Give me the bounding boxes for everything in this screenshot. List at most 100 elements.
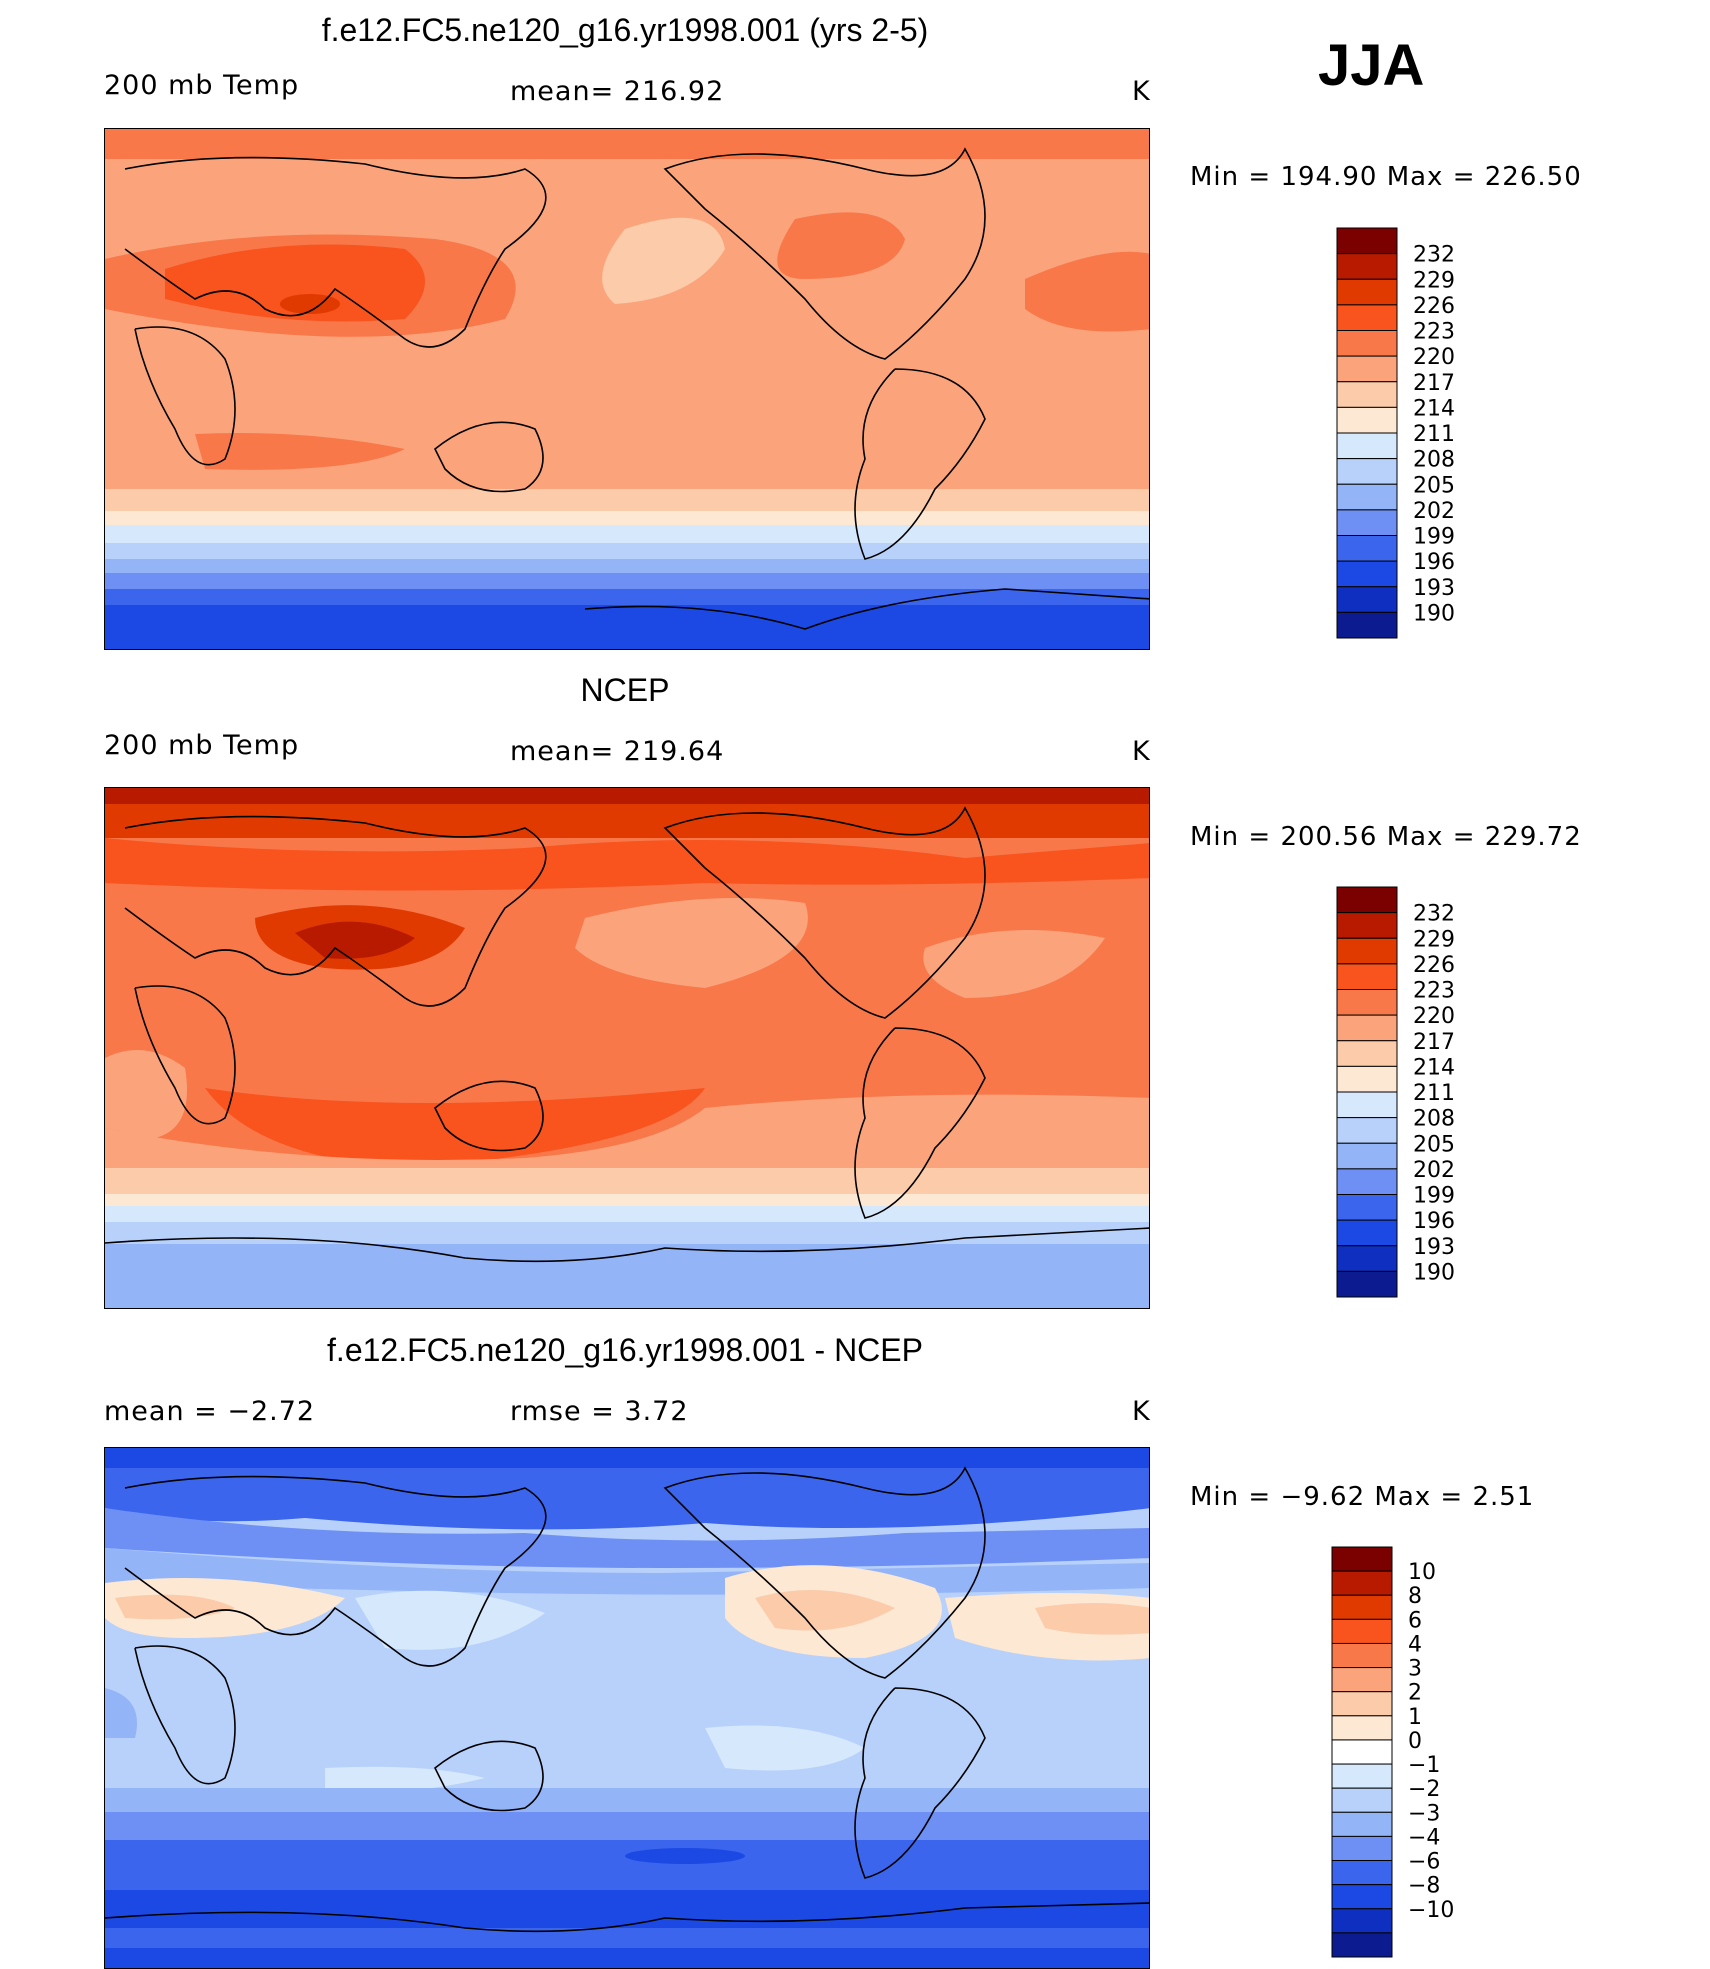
colorbar-swatch (1336, 535, 1398, 562)
colorbar-tick-label: 196 (1413, 1209, 1455, 1234)
colorbar-swatch (1336, 381, 1398, 408)
season-label: JJA (1318, 33, 1425, 98)
colorbar-swatch (1336, 483, 1398, 511)
panel-2-units-label: K (1132, 736, 1151, 767)
colorbar-tick-label: −6 (1408, 1850, 1440, 1875)
colorbar-swatch (1331, 1860, 1393, 1886)
panel-3-units-label: K (1132, 1396, 1151, 1427)
colorbar-tick-label: 4 (1408, 1632, 1422, 1657)
colorbar-swatch (1331, 1787, 1393, 1813)
panel-1-min-max: Min = 194.90 Max = 226.50 (1190, 162, 1582, 192)
colorbar-swatch (1331, 1811, 1393, 1837)
colorbar-swatch (1331, 1618, 1393, 1644)
colorbar-tick-label: 8 (1408, 1584, 1422, 1609)
colorbar-tick-label: 193 (1413, 1235, 1455, 1260)
colorbar-tick-label: 214 (1413, 1055, 1455, 1080)
colorbar-tick-label: 202 (1413, 499, 1455, 524)
colorbar-tick-label: 229 (1413, 927, 1455, 952)
colorbar-tick-label: 190 (1413, 1260, 1455, 1285)
colorbar-tick-label: 193 (1413, 576, 1455, 601)
colorbar-swatch (1336, 937, 1398, 965)
panel-2-colorbar: 232 229 226 223 220 217 214 211 208 205 202 199 196 1… (1335, 886, 1535, 1307)
colorbar-swatch (1336, 1142, 1398, 1170)
colorbar-swatch (1336, 406, 1398, 434)
colorbar-swatch (1331, 1908, 1393, 1934)
colorbar-swatch (1336, 1270, 1398, 1298)
colorbar-tick-label: 214 (1413, 396, 1455, 421)
panel-3-difference-field (105, 1448, 1149, 1968)
panel-3-map (104, 1447, 1150, 1969)
colorbar-tick-label: 205 (1413, 473, 1455, 498)
colorbar-swatch (1336, 1040, 1398, 1067)
panel-3-min-max: Min = −9.62 Max = 2.51 (1190, 1482, 1535, 1512)
colorbar-tick-label: 208 (1413, 1107, 1455, 1132)
colorbar-swatch (1336, 253, 1398, 280)
colorbar-tick-label: 232 (1413, 902, 1455, 927)
colorbar-tick-label: 202 (1413, 1158, 1455, 1183)
colorbar-tick-label: 217 (1413, 371, 1455, 396)
panel-2-mean-label: mean= 219.64 (510, 736, 725, 767)
colorbar-tick-label: 226 (1413, 294, 1455, 319)
panel-2-title: NCEP (580, 672, 670, 708)
colorbar-swatch (1336, 1245, 1398, 1272)
colorbar-swatch (1331, 1546, 1393, 1572)
colorbar-tick-label: 6 (1408, 1608, 1422, 1633)
colorbar-tick-label: 199 (1413, 525, 1455, 550)
colorbar-tick-label: 10 (1408, 1560, 1436, 1585)
colorbar-tick-label: 2 (1408, 1681, 1422, 1706)
panel-3-colorbar: 10 8 6 4 3 2 1 0 −1 −2 −3 −4 −6 −8 −10 (1330, 1546, 1540, 1967)
colorbar-tick-label: 0 (1408, 1729, 1422, 1754)
colorbar-tick-label: 220 (1413, 1004, 1455, 1029)
colorbar-tick-label: 217 (1413, 1030, 1455, 1055)
panel-1-title: f.e12.FC5.ne120_g16.yr1998.001 (yrs 2-5) (321, 12, 929, 48)
colorbar-swatch (1331, 1594, 1393, 1620)
colorbar-swatch (1336, 1014, 1398, 1042)
panel-1-units-label: K (1132, 76, 1151, 107)
colorbar-tick-label: −10 (1408, 1898, 1454, 1923)
colorbar-tick-label: 196 (1413, 550, 1455, 575)
panel-1-variable-label: 200 mb Temp (104, 70, 300, 101)
colorbar-tick-label: 1 (1408, 1705, 1422, 1730)
panel-2-coastlines (105, 806, 1149, 1263)
colorbar-swatch (1336, 1117, 1398, 1144)
colorbar-tick-label: −2 (1408, 1777, 1440, 1802)
panel-2-variable-label: 200 mb Temp (104, 730, 300, 761)
colorbar-swatch (1331, 1642, 1393, 1669)
panel-3-coastlines (105, 1466, 1149, 1933)
colorbar-tick-label: 223 (1413, 320, 1455, 345)
colorbar-swatch (1336, 355, 1398, 383)
colorbar-swatch (1336, 509, 1398, 536)
colorbar-swatch (1336, 1194, 1398, 1221)
colorbar-tick-label: 211 (1413, 422, 1455, 447)
colorbar-tick-label: 190 (1413, 601, 1455, 626)
panel-3-rmse-label: rmse = 3.72 (510, 1396, 689, 1427)
panel-2-temperature-field (105, 788, 1149, 1308)
colorbar-tick-label: 226 (1413, 953, 1455, 978)
colorbar-swatch (1331, 1570, 1393, 1596)
colorbar-tick-label: 220 (1413, 345, 1455, 370)
colorbar-tick-label: 3 (1408, 1657, 1422, 1682)
colorbar-swatch (1331, 1715, 1393, 1741)
panel-1-temperature-field (105, 129, 1149, 649)
colorbar-swatch (1336, 227, 1398, 255)
colorbar-tick-label: −4 (1408, 1825, 1440, 1850)
panel-1-coastlines (124, 147, 1149, 630)
colorbar-tick-label: 205 (1413, 1132, 1455, 1157)
colorbar-swatch (1336, 1091, 1398, 1119)
colorbar-tick-label: −8 (1408, 1874, 1440, 1899)
colorbar-tick-label: 232 (1413, 243, 1455, 268)
colorbar-swatch (1336, 586, 1398, 613)
colorbar-swatch (1336, 304, 1398, 331)
colorbar-swatch (1331, 1691, 1393, 1717)
colorbar-swatch (1336, 611, 1398, 639)
colorbar-swatch (1331, 1932, 1393, 1958)
colorbar-tick-label: 208 (1413, 448, 1455, 473)
colorbar-tick-label: −1 (1408, 1753, 1440, 1778)
colorbar-swatch (1336, 458, 1398, 485)
panel-2-map (104, 787, 1150, 1309)
panel-1-map (104, 128, 1150, 650)
colorbar-swatch (1336, 1219, 1398, 1247)
panel-3-mean-label: mean = −2.72 (104, 1396, 316, 1427)
colorbar-swatch (1336, 912, 1398, 939)
colorbar-swatch (1336, 560, 1398, 588)
